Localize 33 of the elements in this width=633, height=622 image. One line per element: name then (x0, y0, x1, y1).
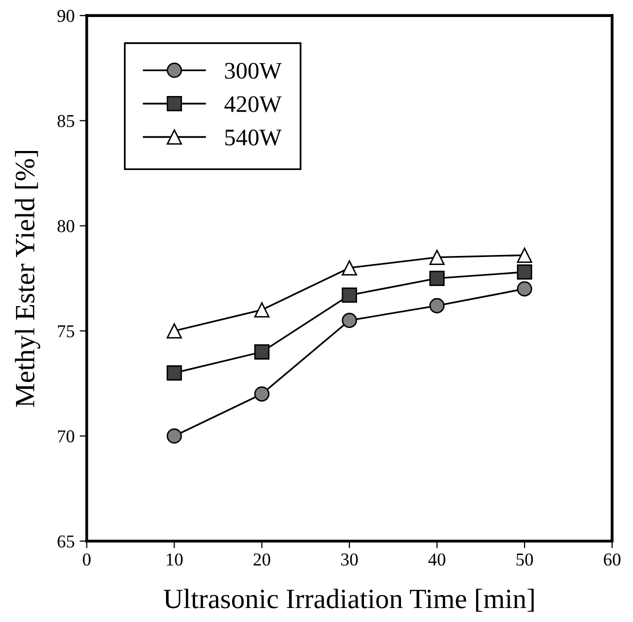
y-tick-label: 80 (58, 220, 74, 232)
point (342, 312, 358, 328)
x-tick-label: 60 (604, 553, 620, 566)
point (429, 250, 445, 265)
point (166, 365, 182, 381)
legend-label: 420W (224, 96, 282, 112)
y-tick-label: 85 (58, 114, 74, 128)
x-tick-label: 10 (166, 553, 183, 566)
point (254, 344, 270, 360)
x-tick-label: 50 (516, 553, 533, 566)
x-tick-label: 20 (254, 553, 270, 566)
x-axis-title: Ultrasonic Irradiation Time [min] (164, 588, 534, 612)
y-tick-label: 65 (58, 535, 74, 548)
point (342, 260, 358, 276)
point (516, 281, 532, 296)
y-tick-label: 90 (57, 10, 74, 22)
point (516, 248, 532, 263)
legend-label: 300W (225, 62, 282, 79)
x-tick-label: 30 (341, 553, 358, 566)
legend-label: 540W (225, 130, 282, 146)
x-tick-label: 0 (82, 553, 91, 566)
point (254, 386, 270, 402)
point (254, 302, 270, 318)
x-tick-label: 40 (428, 553, 446, 566)
point (429, 298, 445, 314)
point (166, 428, 182, 444)
point (166, 323, 182, 339)
y-tick-label: 70 (58, 430, 74, 442)
y-axis-title: Methyl Ester Yield [%] (14, 150, 40, 408)
point (342, 288, 358, 303)
point (429, 270, 445, 286)
y-tick-label: 75 (58, 325, 74, 338)
point (516, 264, 532, 280)
